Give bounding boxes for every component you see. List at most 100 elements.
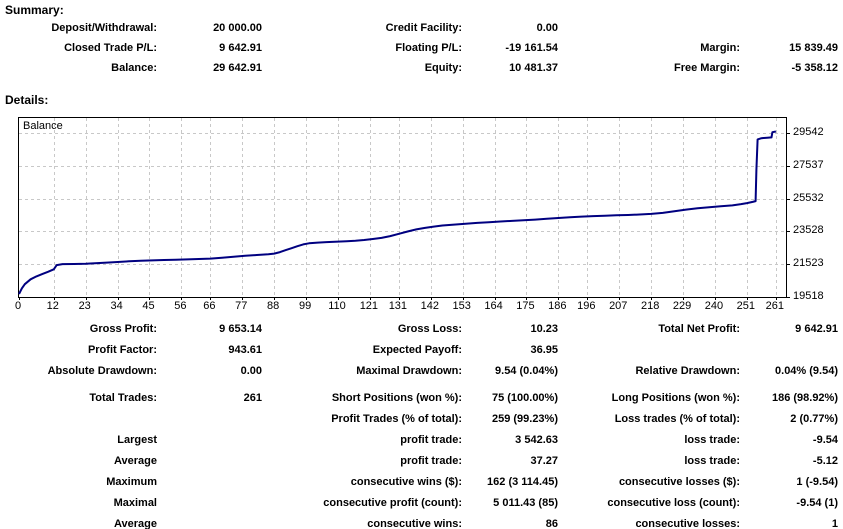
stats-row: Maximum consecutive wins ($): 162 (3 114.4… [0,472,838,493]
stat-value: -19 161.54 [505,42,558,54]
x-axis-label: 240 [704,300,724,312]
stat-label: consecutive loss (count): [607,496,740,509]
x-axis-label: 0 [14,300,22,312]
stat-value [157,472,262,493]
stat-value: 162 (3 114.45) [487,476,558,488]
stat-label: profit trade: [400,455,462,468]
stat-label: Largest [117,434,157,447]
stat-label: Expected Payoff: [372,343,462,356]
stat-label: Maximal Drawdown: [356,364,462,377]
stat-label: Average [113,455,157,468]
stat-value: -9.54 [812,434,838,447]
stat-value: 9 642.91 [219,42,262,54]
stat-label: Gross Loss: [397,322,462,335]
stat-value: 86 [545,517,558,529]
stat-label: Gross Profit: [89,322,157,335]
stat-label: Maximal [113,496,157,509]
stat-value: 9.54 (0.04%) [495,364,558,377]
stat-value [157,513,262,529]
y-axis-label: 19518 [793,290,824,302]
stat-label: Average [113,517,157,529]
x-axis-label: 88 [267,300,280,312]
stat-value: 36.95 [530,343,558,356]
y-axis-label: 23528 [793,224,824,237]
stat-label: consecutive wins: [367,517,462,529]
stat-label [558,18,740,38]
stat-label: consecutive wins ($): [350,476,462,488]
stat-value: 1 (-9.54) [796,476,838,488]
stats-row: Closed Trade P/L: 9 642.91 Floating P/L: -1… [0,38,838,58]
x-axis-label: 251 [736,300,756,312]
balance-line [18,130,777,295]
stat-label: Relative Drawdown: [635,364,740,377]
trades-table: Total Trades: 261 Short Positions (won %):… [0,388,838,529]
stats-row: Absolute Drawdown: 0.00 Maximal Drawdown: 9… [0,360,838,381]
x-axis-label: 207 [609,300,628,312]
stat-label: Free Margin: [673,62,740,74]
stat-label: Equity: [424,62,462,74]
stat-label: Deposit/Withdrawal: [51,22,157,34]
stats-row: Average consecutive wins: 86 consecutive lo… [0,513,838,529]
x-axis-label: 45 [142,300,155,312]
stats-row: Balance: 29 642.91 Equity: 10 481.37 Free Ma… [0,58,838,78]
stat-value [740,18,838,38]
stat-value: 20 000.00 [213,22,262,34]
balance-chart: Balance [18,117,790,300]
x-axis-label: 164 [484,300,503,312]
x-axis-label: 218 [640,300,660,312]
stat-value: -5.12 [812,455,838,468]
stat-value: -9.54 (1) [796,496,838,509]
stat-label: Profit Trades (% of total): [331,413,462,426]
stat-label: Balance: [111,62,157,74]
stat-value: 15 839.49 [789,42,838,54]
stat-label: Credit Facility: [385,22,462,34]
stat-value: 261 [243,392,262,405]
stat-label: Loss trades (% of total): [614,413,740,426]
stats-row: Total Trades: 261 Short Positions (won %):… [0,388,838,409]
stat-label [0,409,157,430]
x-axis-label: 56 [174,300,187,312]
stat-value [740,339,838,360]
stat-value: -5 358.12 [791,62,838,74]
x-axis-label: 131 [388,300,408,312]
stat-value: 943.61 [228,343,262,356]
stats-row: Profit Trades (% of total): 259 (99.23%) L… [0,409,838,430]
stat-label: Absolute Drawdown: [47,364,157,377]
x-axis-label: 99 [298,300,312,312]
stat-label: Total Net Profit: [658,322,740,335]
x-axis-label: 12 [46,300,59,312]
stats-row: Deposit/Withdrawal: 20 000.00 Credit Facil… [0,18,838,38]
x-axis-label: 121 [359,300,379,312]
chart-canvas [18,118,790,300]
stat-value: 10 481.37 [509,62,558,74]
details-heading: Details: [5,93,49,107]
y-axis-label: 21523 [793,257,824,270]
stat-label: consecutive losses: [635,517,740,529]
stat-value: 37.27 [530,455,558,468]
stat-label: Total Trades: [89,392,157,405]
x-axis-label: 229 [672,300,692,312]
stat-value [157,409,262,430]
stat-value: 0.00 [536,22,558,34]
chart-series-label: Balance [23,120,63,132]
x-axis-label: 175 [516,300,535,312]
y-axis-label: 27537 [793,158,824,171]
stat-label: Maximum [106,476,157,488]
results-table: Gross Profit: 9 653.14 Gross Loss: 10.23 Tot… [0,318,838,381]
stat-value: 9 642.91 [795,322,838,335]
y-axis-label: 29542 [793,126,824,139]
stat-label: Margin: [700,42,740,54]
x-axis-label: 77 [235,300,248,312]
stat-value: 0.00 [240,364,262,377]
stats-row: Largest profit trade: 3 542.63 loss trade: -… [0,430,838,451]
stat-label: consecutive losses ($): [618,476,740,488]
y-axis-label: 25532 [793,191,824,204]
stats-row: Profit Factor: 943.61 Expected Payoff: 36.9… [0,339,838,360]
stat-value: 259 (99.23%) [491,413,558,426]
x-axis-label: 142 [420,300,439,312]
stat-value: 3 542.63 [515,434,558,447]
x-axis-label: 186 [548,300,567,312]
stat-label: Short Positions (won %): [331,392,462,405]
stat-label [558,339,740,360]
